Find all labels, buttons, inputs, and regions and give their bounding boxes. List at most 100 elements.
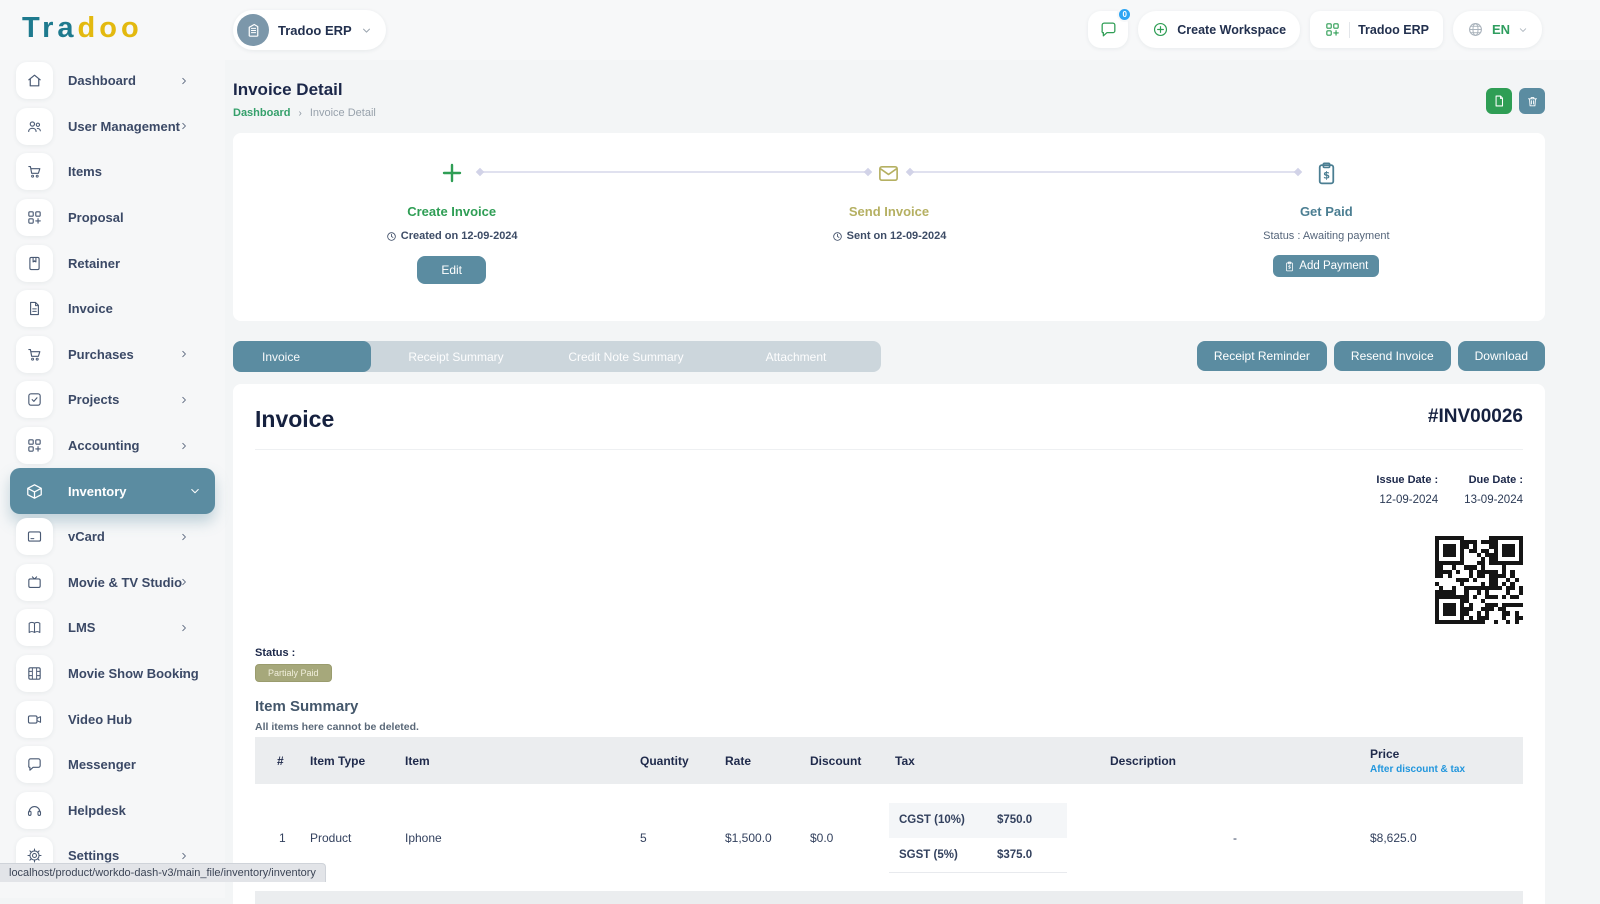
tab-invoice[interactable]: Invoice bbox=[233, 341, 371, 372]
step-get-paid: Get Paid Status : Awaiting payment Add P… bbox=[1108, 133, 1545, 321]
add-payment-button[interactable]: Add Payment bbox=[1273, 255, 1380, 277]
row-quantity: 5 bbox=[640, 830, 647, 845]
brand-logo: Tradoo bbox=[22, 12, 143, 44]
sidebar-item-movie-show-booking[interactable]: Movie Show Booking bbox=[0, 651, 225, 697]
users-icon bbox=[16, 107, 53, 145]
file-bookmark-icon bbox=[16, 244, 53, 282]
sidebar-item-accounting[interactable]: Accounting bbox=[0, 423, 225, 469]
sidebar-item-movie-tv-studio[interactable]: Movie & TV Studio bbox=[0, 560, 225, 606]
sidebar-item-retainer[interactable]: Retainer bbox=[0, 240, 225, 286]
invoice-progress-card: Create Invoice Created on 12-09-2024 Edi… bbox=[233, 133, 1545, 321]
sidebar-item-helpdesk[interactable]: Helpdesk bbox=[0, 788, 225, 834]
tax-line-cgst: CGST (10%) $750.0 bbox=[889, 802, 1067, 838]
chevron-down-icon bbox=[1518, 25, 1528, 35]
building-icon bbox=[245, 22, 262, 39]
chevron-right-icon bbox=[179, 441, 189, 451]
status-badge: Partialy Paid bbox=[255, 664, 332, 682]
sidebar-item-invoice[interactable]: Invoice bbox=[0, 286, 225, 332]
box-icon bbox=[16, 473, 53, 510]
card-icon bbox=[16, 518, 53, 556]
grid-arrows-icon bbox=[16, 199, 53, 237]
workspace-name: Tradoo ERP bbox=[278, 22, 352, 38]
sidebar-item-user-management[interactable]: User Management bbox=[0, 104, 225, 150]
create-workspace-button[interactable]: Create Workspace bbox=[1138, 11, 1301, 48]
step-create-invoice: Create Invoice Created on 12-09-2024 Edi… bbox=[233, 133, 670, 321]
language-selector[interactable]: EN bbox=[1452, 11, 1542, 48]
item-summary-note: All items here cannot be deleted. bbox=[255, 721, 419, 733]
edit-button[interactable]: Edit bbox=[417, 256, 486, 284]
file-icon bbox=[16, 290, 53, 328]
chevron-down-icon bbox=[189, 485, 201, 497]
sidebar-item-inventory[interactable]: Inventory bbox=[10, 468, 215, 514]
price-header: Price bbox=[1370, 746, 1400, 761]
chat-icon bbox=[16, 746, 53, 784]
clipboard-dollar-icon bbox=[1284, 261, 1295, 272]
duplicate-invoice-button[interactable] bbox=[1486, 88, 1512, 114]
resend-invoice-button[interactable]: Resend Invoice bbox=[1333, 341, 1451, 371]
sidebar-item-dashboard[interactable]: Dashboard bbox=[0, 58, 225, 104]
tv-icon bbox=[16, 563, 53, 601]
tab-credit-note-summary[interactable]: Credit Note Summary bbox=[568, 349, 684, 364]
row-item: Iphone bbox=[405, 830, 442, 845]
document-icon bbox=[1492, 94, 1506, 108]
items-table: # Item Type Item Quantity Rate Discount … bbox=[255, 737, 1523, 891]
breadcrumb-separator: › bbox=[298, 107, 302, 119]
chevron-right-icon bbox=[179, 623, 189, 633]
tab-attachment[interactable]: Attachment bbox=[765, 349, 827, 364]
home-icon bbox=[16, 62, 53, 100]
divider bbox=[255, 449, 1523, 450]
sidebar-item-items[interactable]: Items bbox=[0, 149, 225, 195]
row-tax: CGST (10%) $750.0 SGST (5%) $375.0 bbox=[885, 784, 1100, 891]
cart-icon bbox=[16, 335, 53, 373]
receipt-reminder-button[interactable]: Receipt Reminder bbox=[1196, 341, 1327, 371]
chevron-right-icon bbox=[179, 349, 189, 359]
row-rate: $1,500.0 bbox=[725, 830, 772, 845]
workspace-selector[interactable]: Tradoo ERP bbox=[233, 10, 386, 50]
row-number: 1 bbox=[279, 830, 286, 845]
tab-receipt-summary[interactable]: Receipt Summary bbox=[408, 349, 504, 364]
page-title: Invoice Detail bbox=[233, 80, 343, 99]
film-icon bbox=[16, 655, 53, 693]
chevron-right-icon bbox=[179, 851, 189, 861]
download-button[interactable]: Download bbox=[1457, 341, 1545, 371]
sidebar-item-purchases[interactable]: Purchases bbox=[0, 332, 225, 378]
cart-icon bbox=[16, 153, 53, 191]
chat-button[interactable]: 0 bbox=[1088, 7, 1133, 48]
sidebar-item-video-hub[interactable]: Video Hub bbox=[0, 696, 225, 742]
due-date-label: Due Date : bbox=[1468, 474, 1523, 486]
invoice-dates: Issue Date : 12-09-2024 Due Date : 13-09… bbox=[1376, 474, 1523, 506]
breadcrumb-current: Invoice Detail bbox=[309, 107, 376, 119]
chevron-right-icon bbox=[179, 577, 189, 587]
chevron-right-icon bbox=[179, 76, 189, 86]
clock-icon bbox=[832, 231, 843, 242]
chevron-right-icon bbox=[179, 395, 189, 405]
row-description: - bbox=[1233, 830, 1237, 845]
book-icon bbox=[16, 609, 53, 647]
row-item-type: Product bbox=[310, 830, 352, 845]
sidebar-item-proposal[interactable]: Proposal bbox=[0, 195, 225, 241]
connector-line bbox=[910, 171, 1298, 173]
sidebar-item-vcard[interactable]: vCard bbox=[0, 514, 225, 560]
delete-invoice-button[interactable] bbox=[1519, 88, 1545, 114]
sidebar-item-projects[interactable]: Projects bbox=[0, 377, 225, 423]
envelope-icon bbox=[877, 158, 900, 188]
globe-icon bbox=[1467, 21, 1484, 38]
plus-icon bbox=[440, 158, 464, 188]
company-button[interactable]: Tradoo ERP bbox=[1310, 11, 1443, 48]
sidebar-item-messenger[interactable]: Messenger bbox=[0, 742, 225, 788]
table-row: 1 Product Iphone 5 $1,500.0 $0.0 CGST (1… bbox=[255, 784, 1523, 891]
headset-icon bbox=[16, 791, 53, 829]
clock-icon bbox=[386, 231, 397, 242]
row-price: $8,625.0 bbox=[1370, 830, 1417, 845]
breadcrumb-dashboard[interactable]: Dashboard bbox=[233, 107, 291, 119]
clipboard-dollar-icon bbox=[1314, 158, 1339, 188]
grid-plus-icon bbox=[1324, 21, 1341, 38]
sidebar-item-lms[interactable]: LMS bbox=[0, 605, 225, 651]
invoice-number: #INV00026 bbox=[1427, 406, 1523, 427]
breadcrumb: Dashboard › Invoice Detail bbox=[233, 107, 1545, 119]
grid-plus-icon bbox=[16, 427, 53, 465]
row-discount: $0.0 bbox=[810, 830, 834, 845]
chevron-right-icon bbox=[179, 669, 189, 679]
separator bbox=[1349, 21, 1351, 38]
chevron-right-icon bbox=[179, 532, 189, 542]
